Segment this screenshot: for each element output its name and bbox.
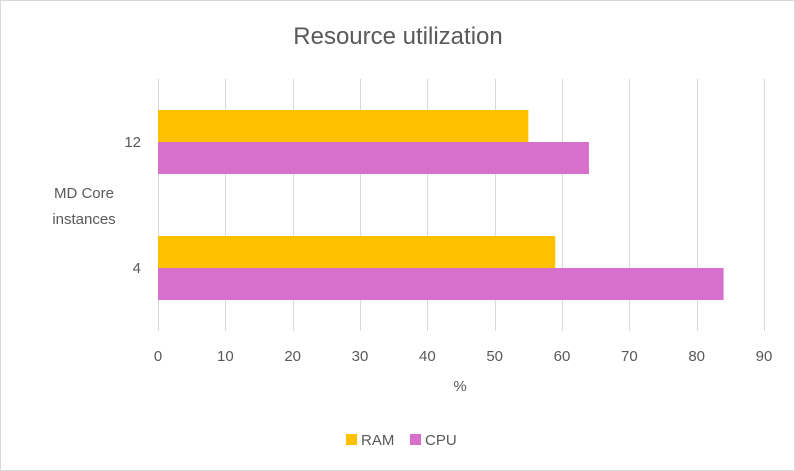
y-axis-title-line-2: instances xyxy=(52,211,115,228)
y-tick-label-4: 4 xyxy=(133,260,141,277)
x-tick-label-70: 70 xyxy=(621,348,638,365)
chart-title: Resource utilization xyxy=(293,23,502,50)
y-axis-title-line-1: MD Core xyxy=(54,185,114,202)
bar-cpu-4 xyxy=(158,268,724,300)
x-tick-label-80: 80 xyxy=(688,348,705,365)
bar-ram-4 xyxy=(158,236,556,268)
x-tick-label-10: 10 xyxy=(217,348,234,365)
bar-ram-12 xyxy=(158,110,529,142)
x-tick-label-60: 60 xyxy=(554,348,571,365)
legend-label-ram: RAM xyxy=(361,432,394,449)
x-axis-title: % xyxy=(453,378,466,395)
legend-swatch-cpu xyxy=(410,434,421,445)
y-tick-label-12: 12 xyxy=(124,134,141,151)
bars xyxy=(158,110,724,300)
legend-swatch-ram xyxy=(346,434,357,445)
x-tick-label-0: 0 xyxy=(154,348,162,365)
y-tick-labels: 12 4 xyxy=(124,134,141,277)
x-tick-labels: 0 10 20 30 40 50 60 70 80 90 xyxy=(154,348,773,365)
bar-cpu-12 xyxy=(158,142,589,174)
x-tick-label-50: 50 xyxy=(486,348,503,365)
legend: RAM CPU xyxy=(346,432,457,449)
legend-label-cpu: CPU xyxy=(425,432,457,449)
x-tick-label-40: 40 xyxy=(419,348,436,365)
x-tick-label-30: 30 xyxy=(352,348,369,365)
x-tick-label-20: 20 xyxy=(284,348,301,365)
x-tick-label-90: 90 xyxy=(756,348,773,365)
